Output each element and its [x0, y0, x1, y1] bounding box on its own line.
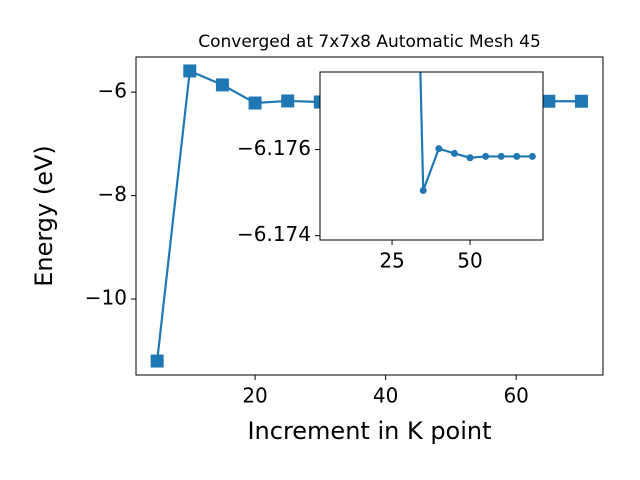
- axes-frame: [135, 56, 604, 376]
- y-tick-label: −6: [98, 79, 127, 103]
- x-tick-label: 20: [242, 384, 267, 408]
- marker: [542, 94, 556, 108]
- marker: [466, 154, 474, 162]
- axes-frame: [319, 71, 544, 241]
- marker: [183, 64, 197, 78]
- y-axis-label: Energy (eV): [30, 145, 58, 287]
- x-tick-label: 25: [379, 249, 404, 273]
- y-tick-label: −10: [85, 285, 127, 309]
- marker: [482, 152, 490, 160]
- marker: [528, 152, 536, 160]
- marker: [574, 94, 588, 108]
- x-tick-label: 50: [457, 249, 482, 273]
- marker: [248, 96, 262, 110]
- y-tick-label: −6.176: [237, 136, 311, 160]
- plot: [419, 72, 536, 194]
- marker: [150, 354, 164, 368]
- marker: [435, 145, 443, 153]
- axes: 25 50 −6.176 −6.174: [237, 71, 544, 273]
- chart-title: Converged at 7x7x8 Automatic Mesh 45: [198, 32, 541, 52]
- y-tick-label: −8: [98, 182, 127, 206]
- x-tick-label: 60: [503, 384, 528, 408]
- marker: [215, 78, 229, 92]
- y-tick-label: −6.174: [237, 222, 311, 246]
- marker: [450, 149, 458, 157]
- x-axis-label: Increment in K point: [247, 417, 491, 445]
- x-tick-label: 40: [373, 384, 398, 408]
- marker: [513, 152, 521, 160]
- marker: [281, 94, 295, 108]
- marker: [497, 152, 505, 160]
- marker: [419, 186, 427, 194]
